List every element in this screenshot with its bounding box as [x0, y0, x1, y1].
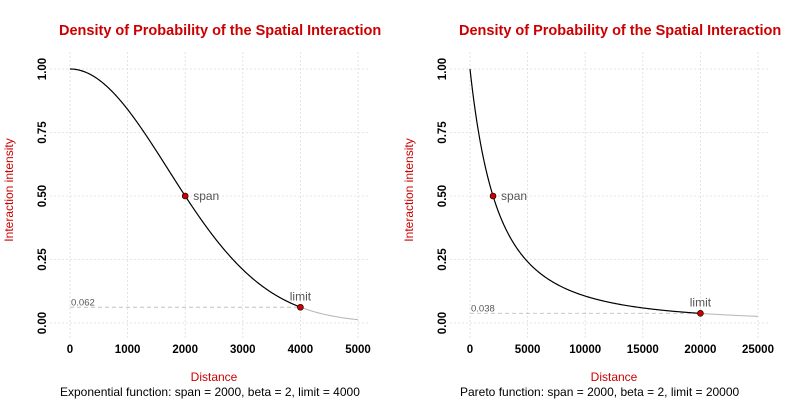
limit-point	[697, 310, 704, 317]
x-tick-label: 25000	[742, 344, 774, 356]
y-axis-label: Interaction intensity	[2, 138, 16, 241]
y-axis-label: Interaction intensity	[402, 138, 416, 241]
y-tick-label: 0.50	[37, 185, 49, 207]
reference-value-label: 0.038	[471, 303, 495, 314]
x-tick-label: 0	[67, 344, 73, 356]
y-tick-label: 0.75	[37, 121, 49, 144]
x-tick-label: 5000	[345, 344, 371, 356]
span-point	[489, 192, 497, 200]
y-tick-label: 0.50	[437, 185, 449, 207]
curve-tail	[700, 312, 759, 317]
x-tick-label: 5000	[515, 344, 541, 356]
span-point-label: span	[501, 189, 527, 203]
x-tick-label: 15000	[627, 344, 659, 356]
y-tick-label: 0.25	[437, 248, 449, 271]
span-point	[181, 192, 189, 200]
x-tick-label: 4000	[288, 344, 314, 356]
x-tick-label: 0	[467, 344, 473, 356]
pareto-chart-panel: Density of Probability of the Spatial In…	[402, 23, 781, 399]
curve-tail	[300, 306, 359, 321]
y-tick-label: 0.00	[437, 312, 449, 334]
limit-point-label: limit	[290, 289, 312, 303]
exponential-chart-panel: Density of Probability of the Spatial In…	[2, 23, 381, 399]
chart-caption: Pareto function: span = 2000, beta = 2, …	[460, 385, 740, 399]
chart-caption: Exponential function: span = 2000, beta …	[60, 385, 360, 399]
interaction-curve	[469, 68, 701, 314]
y-tick-label: 0.00	[37, 312, 49, 334]
x-axis-label: Distance	[191, 370, 238, 384]
x-tick-label: 10000	[569, 344, 601, 356]
y-tick-label: 0.75	[437, 121, 449, 144]
limit-point	[297, 303, 304, 311]
x-tick-label: 20000	[684, 344, 716, 356]
x-tick-label: 3000	[230, 344, 256, 356]
chart-title: Density of Probability of the Spatial In…	[459, 23, 781, 39]
y-tick-label: 1.00	[37, 58, 49, 80]
y-tick-label: 1.00	[437, 58, 449, 80]
y-tick-label: 0.25	[37, 248, 49, 271]
x-axis-label: Distance	[591, 370, 638, 384]
reference-value-label: 0.062	[71, 297, 95, 308]
x-tick-label: 1000	[115, 344, 141, 356]
x-tick-label: 2000	[172, 344, 198, 356]
span-point-label: span	[193, 189, 219, 203]
chart-title: Density of Probability of the Spatial In…	[59, 23, 381, 39]
limit-point-label: limit	[690, 295, 712, 309]
